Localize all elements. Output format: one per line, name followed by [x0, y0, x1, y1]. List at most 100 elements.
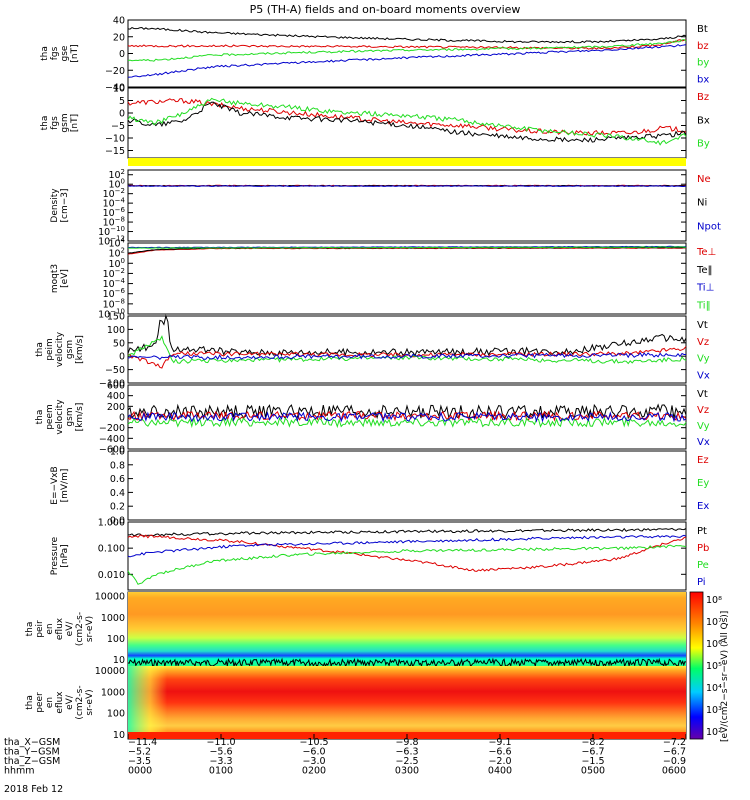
y-label-line: en	[45, 623, 55, 634]
legend-entry: Vy	[697, 354, 710, 365]
y-tick-label: 1.000	[98, 518, 125, 529]
y-label-line: [nT]	[70, 44, 80, 62]
legend-entry: Vy	[697, 421, 710, 432]
y-label-line: sr-eV)	[85, 616, 95, 642]
y-tick-label: 10000	[95, 666, 125, 677]
series-line-vx	[127, 352, 686, 361]
x-axis-value: −3.5	[128, 756, 151, 767]
date-label: 2018 Feb 12	[4, 784, 63, 795]
y-tick-label: 20	[113, 32, 125, 43]
y-label-line: [mV/m]	[60, 469, 70, 503]
y-label-line: tha	[40, 116, 50, 131]
x-axis-value: −6.3	[395, 747, 418, 758]
y-label-line: E=−VxB	[50, 466, 60, 504]
y-tick-label: 1000	[101, 613, 125, 624]
legend-entry: Ez	[697, 455, 709, 466]
y-label-line: eV/	[65, 621, 75, 637]
panel-frame	[127, 19, 687, 88]
colorbar-tick-label: 10⁸	[706, 595, 722, 606]
series-line-vx	[127, 411, 687, 423]
x-axis-value: 0100	[209, 766, 233, 777]
y-label-line: moqt3	[50, 264, 60, 293]
legend-entry: Ex	[697, 501, 709, 512]
x-axis-value: −1.5	[581, 756, 604, 767]
series-line-npot	[127, 185, 687, 188]
panel-frame	[127, 242, 687, 315]
x-axis-value: −3.0	[302, 756, 325, 767]
colorbar-label: [eV/(cm2−s−sr−eV) (All Qs)]	[720, 611, 730, 742]
panel-frame	[127, 450, 687, 521]
y-label-line: Pressure	[50, 536, 60, 575]
legend-entry: Ti‖	[696, 300, 711, 311]
panel-frame	[127, 521, 687, 591]
legend-entry: bz	[697, 41, 709, 52]
y-tick-label: 10	[113, 730, 125, 741]
y-label-line: (cm2-s-	[75, 685, 85, 719]
y-label-line: gsm	[65, 340, 75, 359]
y-tick-label: −600	[99, 445, 125, 456]
series-line-vt	[127, 314, 687, 357]
legend-entry: Pt	[697, 526, 707, 537]
x-axis-row-label: hhmm	[4, 766, 35, 777]
y-tick-label: 200	[107, 402, 125, 413]
x-axis-value: 0400	[488, 766, 512, 777]
legend-entry: Bt	[697, 24, 708, 35]
y-label-line: [nT]	[70, 114, 80, 132]
series-line-bz	[127, 39, 687, 50]
x-axis-value: −5.6	[209, 747, 232, 758]
y-tick-label: 0.100	[98, 544, 125, 555]
y-label-line: [km/s]	[75, 335, 85, 364]
y-tick-label: −10	[105, 134, 125, 145]
x-axis-value: −11.0	[206, 737, 235, 748]
y-tick-label: 0.2	[110, 502, 125, 513]
y-tick-label: 100	[107, 634, 125, 645]
panel-pressure: 1.000 0.100 0.010 Pressure [nPa] Pt Pb Pe Pi	[50, 518, 709, 591]
x-axis-value: −3.3	[209, 756, 232, 767]
y-axis-label: tha peer en eflux eV/(cm2-s-sr-eV)	[25, 685, 95, 719]
x-axis-row-label: tha_X−GSM	[4, 737, 60, 748]
y-label-line: sr-eV)	[85, 689, 95, 715]
y-axis: 150 100 50 0 −50 −100	[99, 312, 686, 390]
y-tick-label: −200	[99, 423, 125, 434]
series-line-vy	[127, 416, 687, 429]
series-line-bx	[127, 43, 687, 78]
series-line-ti	[127, 246, 687, 249]
y-axis-label: tha peir en eflux eV/(cm2-s-sr-eV)	[25, 612, 95, 646]
series-line-pi	[127, 534, 687, 558]
x-axis-value: 0600	[662, 766, 686, 777]
peir-spectrogram-image	[127, 592, 687, 668]
y-tick-label: 0.010	[98, 570, 125, 581]
series-line-by	[127, 97, 687, 146]
x-axis-value: 0500	[581, 766, 605, 777]
legend-entry: Ne	[697, 174, 711, 185]
legend-entry: Pi	[697, 577, 706, 588]
legend-entry: Ey	[697, 478, 709, 489]
panel-frame	[127, 315, 687, 384]
y-label-line: tha	[25, 622, 35, 637]
y-label-line: [cm−3]	[60, 188, 70, 222]
legend-entry: Ti⊥	[696, 283, 714, 294]
figure-title: P5 (TH-A) fields and on-board moments ov…	[250, 3, 521, 16]
y-tick-label: 1.0	[110, 447, 125, 458]
y-tick-label: 10000	[95, 592, 125, 603]
series-line-by	[127, 38, 687, 62]
x-axis-value: 0300	[395, 766, 419, 777]
x-axis-value: −9.1	[488, 737, 511, 748]
panel-fgs_gse: 40 20 0 −20 −40 tha fgs gse [nT] Bt bz by bx	[40, 16, 709, 94]
y-axis: 40 20 0 −20 −40	[105, 16, 686, 94]
peer-spectrogram-image	[128, 666, 686, 739]
y-tick-label: 0	[119, 352, 125, 363]
y-tick-label: 100	[107, 709, 125, 720]
x-axis-value: −5.2	[128, 747, 151, 758]
y-tick-label: 0.8	[110, 460, 125, 471]
legend-entry: Vt	[697, 389, 708, 400]
y-tick-label: 10	[113, 655, 125, 666]
colorbar-tick-label: 10⁶	[706, 639, 722, 650]
y-tick-label: −15	[105, 146, 125, 157]
x-axis-value: −2.0	[488, 756, 511, 767]
y-label-line: Density	[50, 188, 60, 223]
y-tick-label: −5	[111, 121, 125, 132]
